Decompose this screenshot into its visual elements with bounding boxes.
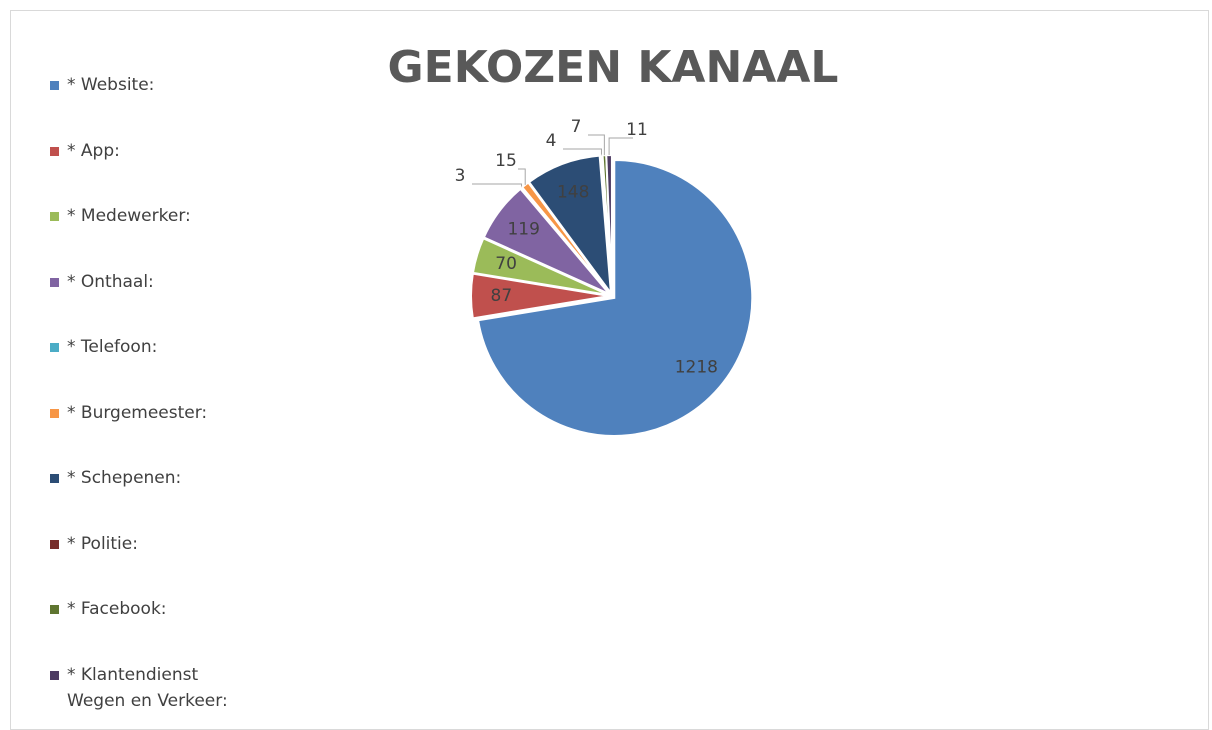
legend-label: * Facebook: bbox=[67, 599, 167, 619]
leader-line bbox=[608, 137, 633, 156]
legend-swatch bbox=[50, 146, 59, 156]
legend-label: * Klantendienst Wegen en Verkeer: bbox=[67, 664, 228, 711]
pie-slice bbox=[476, 158, 754, 437]
data-label: 1218 bbox=[675, 358, 718, 378]
legend-swatch bbox=[50, 81, 59, 90]
legend-item: * Politie: bbox=[50, 531, 247, 557]
pie-slice bbox=[471, 237, 610, 297]
data-label: 7 bbox=[571, 117, 582, 137]
legend-label: * Burgemeester: bbox=[67, 402, 208, 423]
leader-line bbox=[518, 168, 526, 185]
legend-item: * Klantendienst Wegen en Verkeer: bbox=[50, 662, 247, 714]
legend-swatch bbox=[50, 408, 59, 418]
legend-swatch bbox=[50, 605, 59, 614]
legend-swatch bbox=[50, 670, 59, 680]
data-label: 119 bbox=[507, 219, 539, 239]
legend-swatch bbox=[50, 277, 59, 287]
legend-item: * App: bbox=[50, 138, 247, 164]
legend-label: * Medewerker: bbox=[67, 206, 191, 226]
leader-line bbox=[472, 183, 523, 188]
legend-label: * Politie: bbox=[67, 533, 138, 554]
pie-slice bbox=[605, 154, 613, 294]
legend-swatch bbox=[50, 539, 59, 549]
legend-label: * Schepenen: bbox=[67, 468, 182, 488]
legend-label: * App: bbox=[67, 140, 120, 161]
legend-swatch bbox=[50, 474, 59, 483]
leader-line bbox=[588, 134, 605, 156]
data-label: 3 bbox=[455, 166, 466, 186]
legend-item: * Facebook: bbox=[50, 596, 247, 622]
legend-swatch bbox=[50, 343, 59, 352]
legend-item: * Telefoon: bbox=[50, 334, 247, 360]
legend-item: * Medewerker: bbox=[50, 203, 247, 229]
leader-line bbox=[563, 148, 602, 156]
legend-label: * Website: bbox=[67, 75, 155, 95]
legend-label: * Onthaal: bbox=[67, 271, 154, 292]
legend-item: * Burgemeester: bbox=[50, 400, 247, 426]
data-label: 148 bbox=[557, 182, 589, 202]
chart-title: GEKOZEN KANAAL bbox=[388, 42, 839, 93]
data-label: 15 bbox=[495, 151, 517, 171]
legend-label: * Telefoon: bbox=[67, 337, 158, 357]
data-label: 87 bbox=[491, 286, 513, 306]
data-label: 4 bbox=[546, 131, 557, 151]
legend-swatch bbox=[50, 212, 59, 221]
legend-item: * Onthaal: bbox=[50, 269, 247, 295]
legend-item: * Schepenen: bbox=[50, 465, 247, 491]
data-label: 11 bbox=[626, 120, 648, 140]
legend-item: * Website: bbox=[50, 72, 247, 98]
data-label: 70 bbox=[495, 254, 517, 274]
